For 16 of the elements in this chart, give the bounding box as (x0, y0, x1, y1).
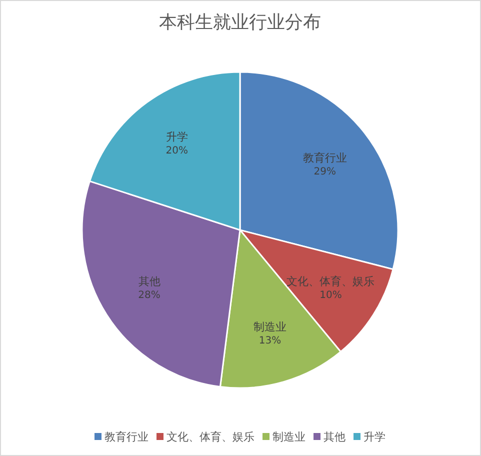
legend-label: 其他 (324, 430, 346, 444)
legend-label: 升学 (364, 430, 386, 444)
data-label: 28% (138, 290, 160, 302)
data-label: 10% (320, 290, 342, 302)
legend-label: 文化、体育、娱乐 (166, 430, 254, 444)
legend-label: 教育行业 (104, 430, 148, 444)
chart-title: 本科生就业行业分布 (159, 12, 321, 33)
data-label: 29% (314, 166, 336, 178)
slice-label: 教育行业 (302, 152, 347, 165)
slice-label: 其他 (138, 275, 160, 288)
legend-label: 制造业 (272, 430, 306, 444)
slice-label: 文化、体育、娱乐 (286, 275, 375, 288)
data-label: 20% (166, 146, 188, 157)
data-label: 13% (258, 336, 282, 347)
slice-label: 制造业 (253, 320, 286, 334)
slice-label: 升学 (166, 130, 188, 144)
